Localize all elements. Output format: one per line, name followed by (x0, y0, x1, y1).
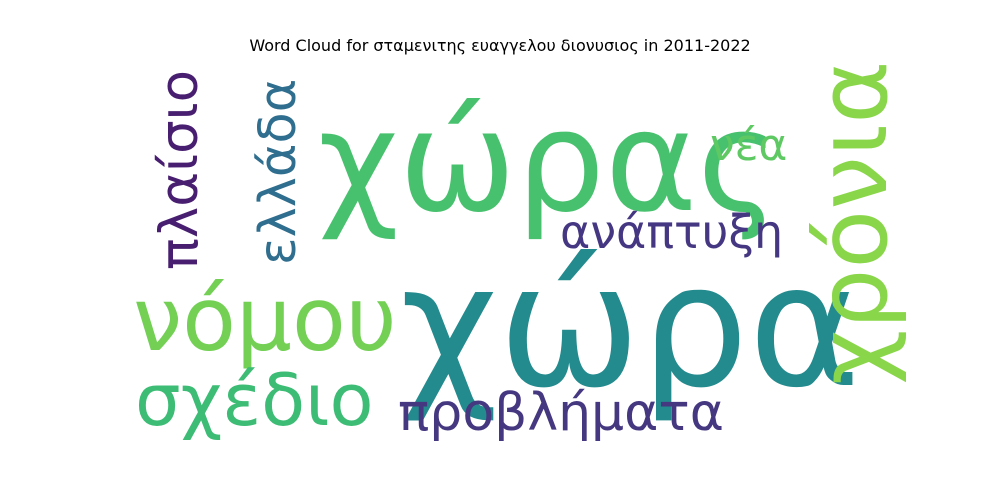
word-6: ανάπτυξη (560, 205, 783, 259)
word-1: χώρας (318, 81, 779, 244)
chart-title: Word Cloud for σταμενιτης ευαγγελου διον… (249, 36, 751, 55)
word-3: νόμου (133, 268, 397, 371)
word-5: προβλήματα (398, 383, 724, 443)
word-0: χώρα (400, 228, 861, 426)
word-2: χρόνια (797, 60, 909, 385)
word-8: ελλάδα (249, 79, 308, 265)
word-7: πλαίσιο (149, 70, 210, 270)
word-4: σχέδιο (135, 358, 374, 442)
word-9: νέα (710, 120, 787, 171)
